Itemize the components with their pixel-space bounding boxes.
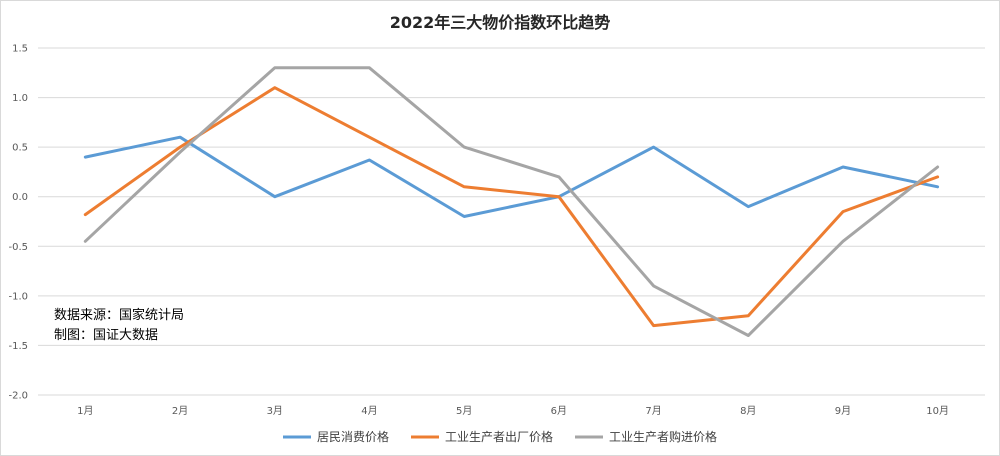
legend-label-1: 居民消费价格: [317, 429, 389, 444]
series-line-3: [83, 66, 940, 337]
y-tick-label: -1.5: [8, 341, 28, 352]
y-tick-label: -0.5: [8, 242, 28, 253]
y-tick-label: 0.0: [12, 192, 28, 203]
x-tick-label: 5月: [456, 405, 472, 417]
chart-title: 2022年三大物价指数环比趋势: [390, 13, 611, 32]
legend: 居民消费价格 工业生产者出厂价格 工业生产者购进价格: [283, 429, 717, 444]
y-tick-label: -1.0: [8, 291, 28, 302]
x-tick-label: 9月: [835, 405, 851, 417]
gridlines: [38, 47, 985, 396]
x-tick-label: 10月: [926, 405, 949, 417]
series-line-1: [83, 135, 940, 218]
y-tick-label: 1.5: [12, 44, 28, 55]
y-tick-label: -2.0: [8, 391, 28, 402]
x-tick-label: 3月: [267, 405, 283, 417]
credit-annotation: 制图：国证大数据: [54, 328, 158, 343]
x-axis-ticks: 1月 2月 3月 4月 5月 6月 7月 8月 9月 10月: [77, 405, 949, 417]
x-tick-label: 7月: [645, 405, 661, 417]
x-tick-label: 6月: [551, 405, 567, 417]
y-axis-ticks: 1.5 1.0 0.5 0.0 -0.5 -1.0 -1.5 -2.0: [8, 44, 28, 402]
x-tick-label: 1月: [77, 405, 93, 417]
y-tick-label: 0.5: [12, 143, 28, 154]
y-tick-label: 1.0: [12, 93, 28, 104]
series-lines: [83, 66, 940, 337]
series-line-2: [83, 86, 940, 328]
x-tick-label: 8月: [740, 405, 756, 417]
source-annotation: 数据来源：国家统计局: [54, 307, 184, 323]
legend-label-2: 工业生产者出厂价格: [445, 429, 553, 444]
annotation-block: 数据来源：国家统计局 制图：国证大数据: [54, 307, 184, 343]
x-tick-label: 4月: [361, 405, 377, 417]
x-tick-label: 2月: [172, 405, 188, 417]
legend-label-3: 工业生产者购进价格: [609, 429, 717, 444]
